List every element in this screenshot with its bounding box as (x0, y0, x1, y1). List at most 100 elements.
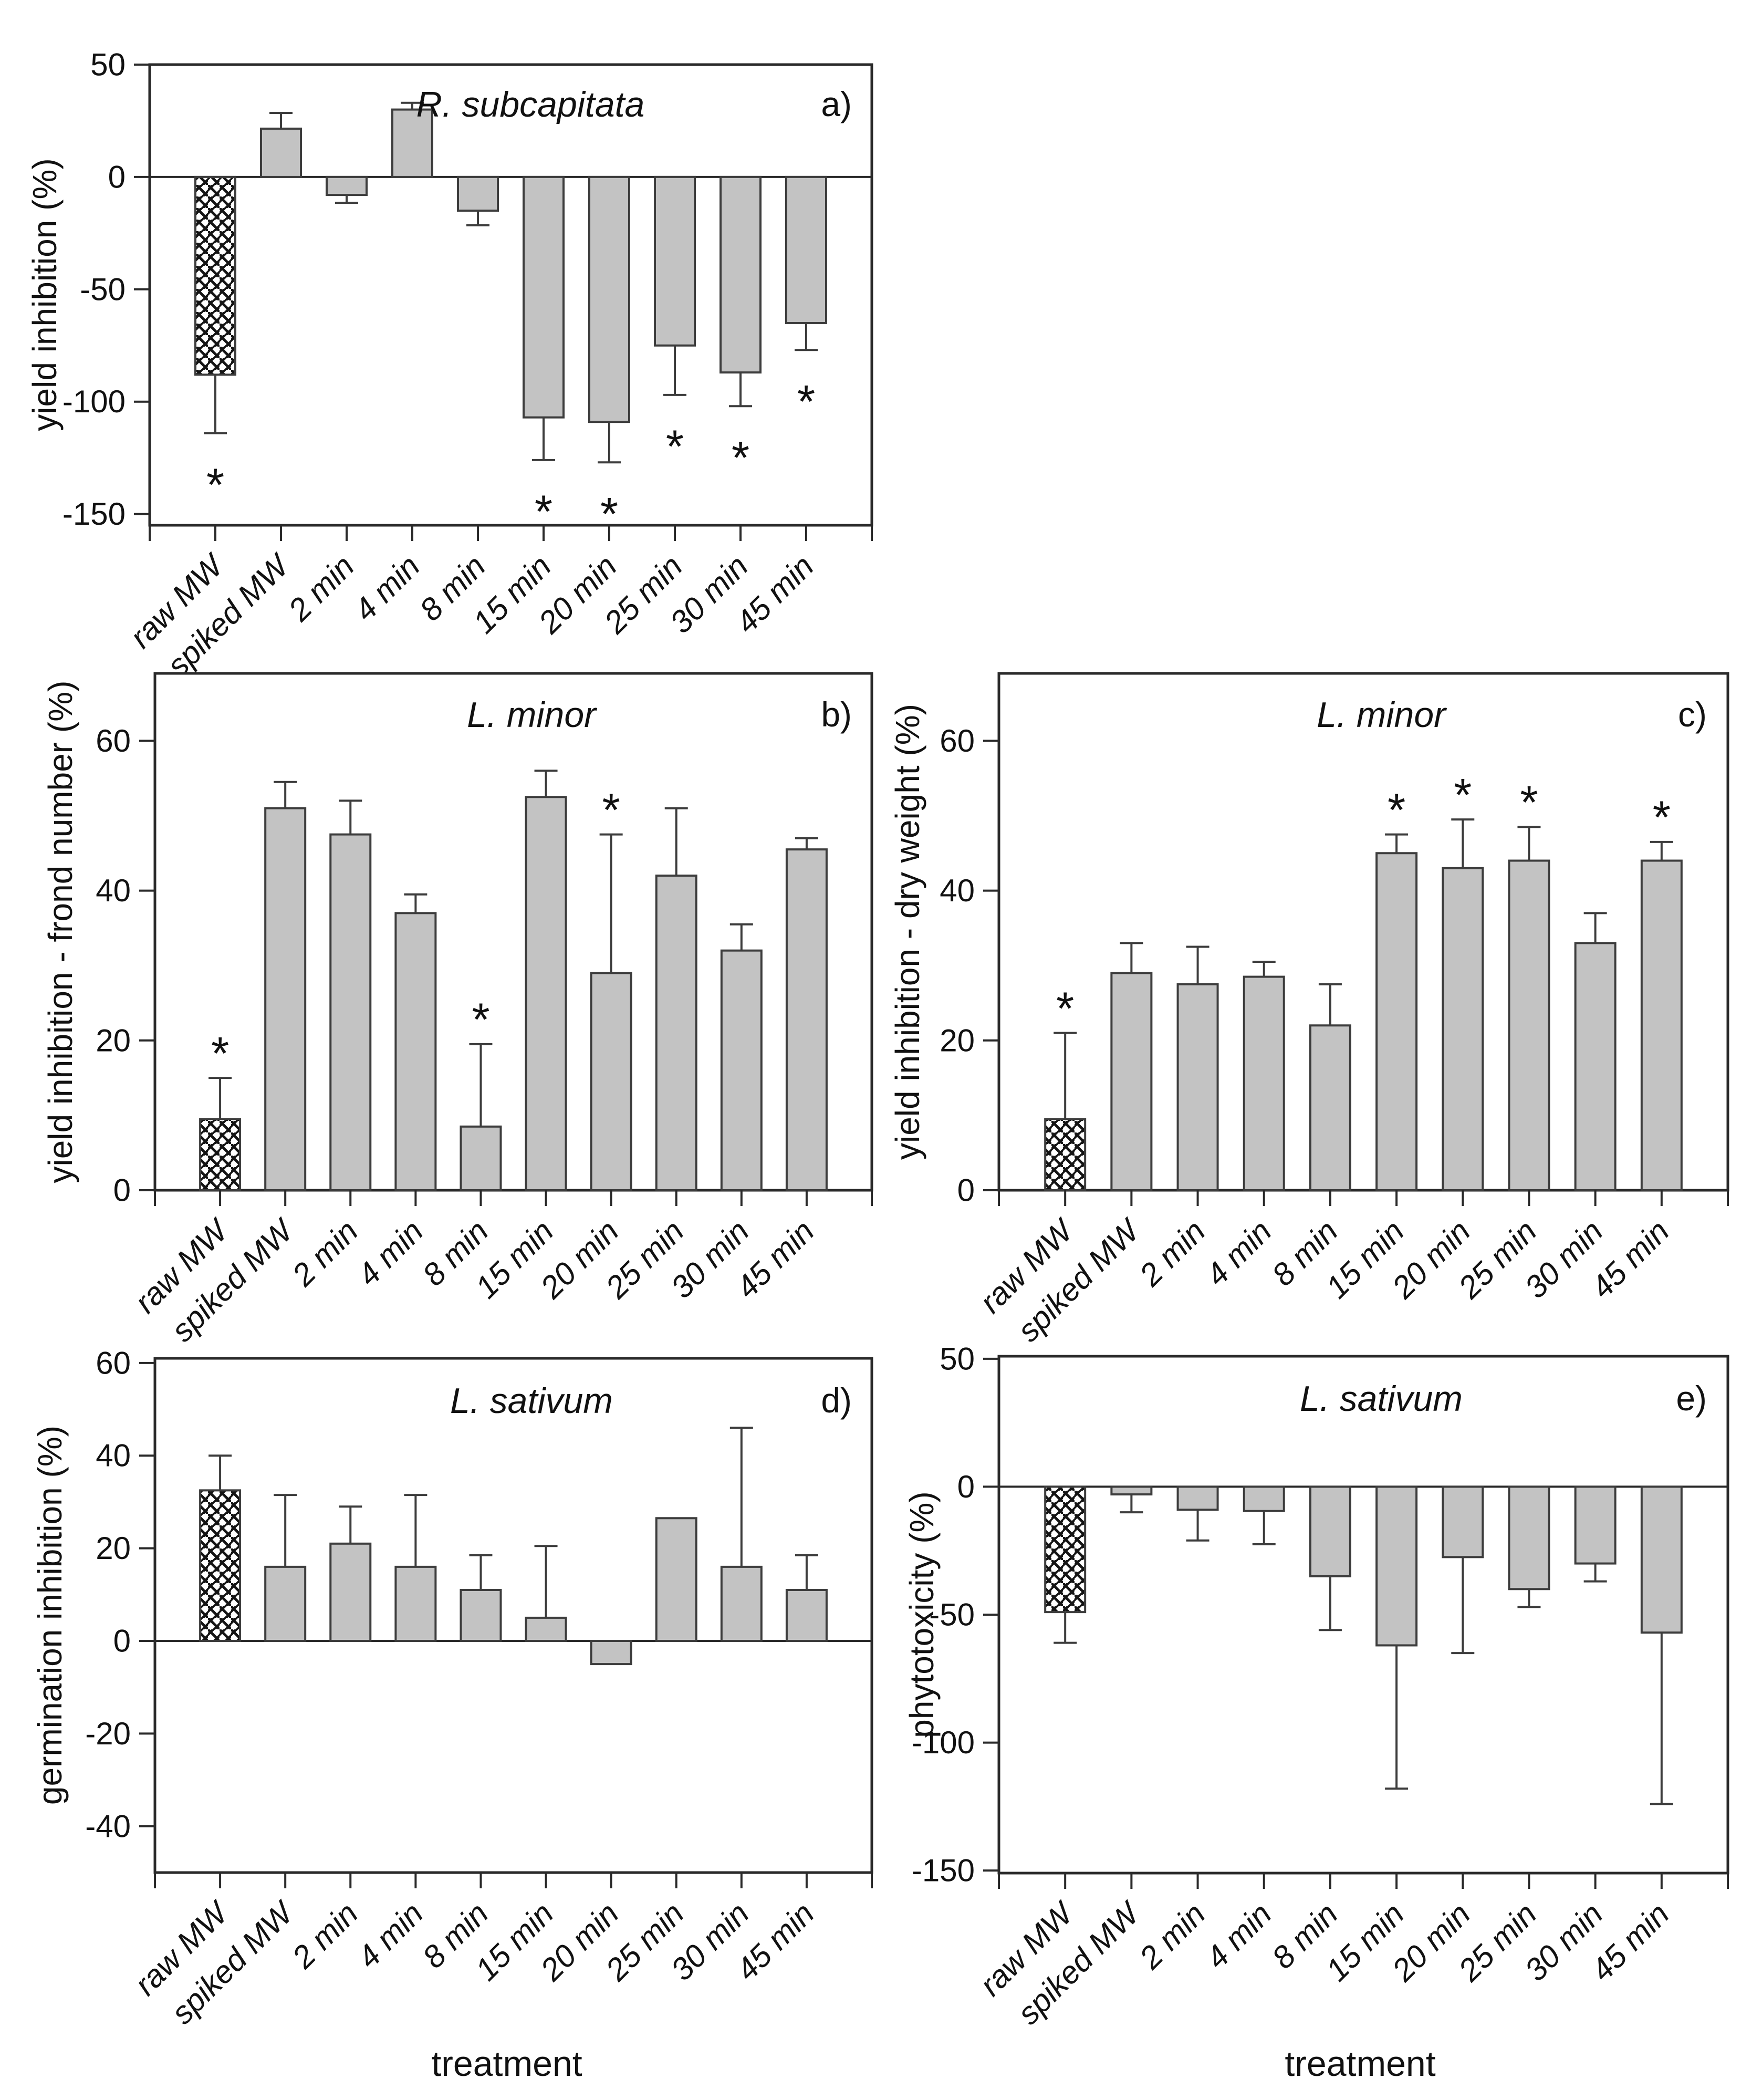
bar-4 min (394, 912, 437, 1191)
bar-8 min (457, 175, 499, 212)
x-tick-label: 4 min (350, 1213, 430, 1293)
bar-raw MW (199, 1489, 242, 1642)
bar-45 min (785, 848, 828, 1192)
bar-spiked MW (264, 807, 307, 1191)
y-tick-label: -50 (80, 272, 126, 307)
bar-spiked MW (260, 127, 302, 178)
y-tick-label: 60 (96, 1345, 131, 1380)
panel-a-title: R. subcapitata (416, 85, 645, 124)
bar-15 min (1375, 852, 1418, 1191)
x-tick-label: 4 min (1199, 1213, 1278, 1293)
bar-15 min (1375, 1485, 1418, 1647)
bar-8 min (460, 1588, 502, 1642)
bar-30 min (1574, 1485, 1617, 1565)
bar-2 min (1176, 983, 1219, 1191)
significance-marker: * (1520, 776, 1538, 828)
bar-30 min (720, 1565, 763, 1642)
x-tick-label: 4 min (347, 548, 426, 628)
bar-30 min (1574, 942, 1617, 1192)
panel-b-title: L. minor (467, 695, 596, 735)
bar-20 min (590, 972, 632, 1192)
bar-raw MW (1044, 1118, 1087, 1191)
y-tick-label: 40 (96, 873, 131, 908)
bar-25 min (1508, 1485, 1550, 1590)
y-tick-label: -150 (62, 496, 126, 532)
x-tick-label: 4 min (1199, 1896, 1278, 1976)
panel-b-letter: b) (821, 695, 852, 734)
x-tick-label: 2 min (1132, 1213, 1212, 1293)
bar-20 min (588, 175, 630, 423)
bar-30 min (720, 175, 762, 374)
significance-marker: * (797, 376, 815, 428)
bar-15 min (523, 175, 565, 419)
significance-marker: * (1454, 768, 1472, 820)
plot-box (997, 672, 1729, 1192)
bar-25 min (1508, 859, 1550, 1191)
panel-d-title: L. sativum (450, 1381, 613, 1421)
panel-e-letter: e) (1676, 1379, 1707, 1418)
panel-e-title: L. sativum (1300, 1379, 1463, 1419)
bar-2 min (329, 1542, 372, 1642)
y-tick-label: 0 (957, 1469, 975, 1504)
significance-marker: * (206, 459, 224, 511)
bar-4 min (391, 108, 433, 178)
y-tick-label: -100 (912, 1725, 975, 1760)
y-tick-label: -20 (85, 1716, 131, 1751)
significance-marker: * (211, 1027, 229, 1079)
plot-box (997, 1355, 1729, 1875)
x-tick-label: 2 min (285, 1213, 365, 1293)
panel-d-letter: d) (821, 1381, 852, 1420)
x-axis-title-left: treatment (431, 2044, 582, 2084)
bar-20 min (1442, 1485, 1484, 1558)
bar-2 min (1176, 1485, 1219, 1511)
bar-25 min (655, 875, 697, 1191)
y-tick-label: 50 (90, 47, 126, 82)
bar-4 min (394, 1565, 437, 1642)
bar-8 min (1309, 1024, 1351, 1191)
bar-20 min (590, 1640, 632, 1666)
bar-2 min (326, 175, 368, 196)
y-tick-label: -40 (85, 1808, 131, 1844)
bar-8 min (460, 1125, 502, 1192)
significance-marker: * (732, 432, 749, 484)
bar-2 min (329, 833, 372, 1191)
y-tick-label: 60 (940, 723, 975, 758)
plot-box (153, 672, 873, 1192)
x-tick-label: 2 min (285, 1896, 365, 1976)
y-tick-label: 0 (108, 159, 126, 194)
panel-c-y-axis-label: yield inhibition - dry weight (%) (889, 704, 926, 1160)
bar-4 min (1243, 1485, 1285, 1512)
y-tick-label: 20 (96, 1023, 131, 1058)
y-tick-label: -150 (912, 1853, 975, 1888)
bar-spiked MW (1110, 1485, 1153, 1496)
significance-marker: * (1056, 982, 1074, 1034)
bar-4 min (1243, 975, 1285, 1191)
bar-20 min (1442, 867, 1484, 1191)
bar-15 min (525, 796, 567, 1191)
bar-45 min (1640, 859, 1683, 1191)
bar-45 min (1640, 1485, 1683, 1634)
y-tick-label: 50 (940, 1341, 975, 1376)
panel-a-letter: a) (821, 85, 852, 123)
x-tick-label: 2 min (281, 548, 361, 628)
y-tick-label: 20 (940, 1023, 975, 1058)
significance-marker: * (1388, 784, 1405, 836)
bar-raw MW (199, 1118, 242, 1191)
bar-raw MW (1044, 1485, 1087, 1614)
y-tick-label: 60 (96, 723, 131, 758)
y-tick-label: -100 (62, 384, 126, 419)
bar-15 min (525, 1616, 567, 1642)
bar-45 min (785, 175, 827, 324)
bar-45 min (785, 1588, 828, 1642)
bar-25 min (655, 1517, 697, 1642)
bar-spiked MW (264, 1565, 307, 1642)
plot-box (148, 63, 873, 527)
panel-b-y-axis-label: yield inhibition - frond number (%) (41, 680, 79, 1183)
x-tick-label: 4 min (350, 1896, 430, 1975)
bar-8 min (1309, 1485, 1351, 1577)
